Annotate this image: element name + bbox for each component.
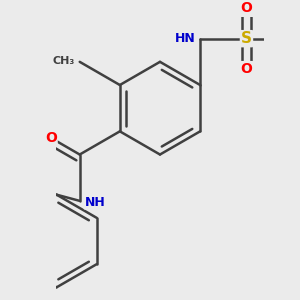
Text: NH: NH bbox=[85, 196, 105, 208]
Text: O: O bbox=[241, 1, 252, 15]
Text: O: O bbox=[241, 62, 252, 76]
Text: O: O bbox=[45, 131, 57, 145]
Text: S: S bbox=[241, 31, 252, 46]
Text: HN: HN bbox=[175, 32, 195, 45]
Text: CH₃: CH₃ bbox=[52, 56, 75, 66]
